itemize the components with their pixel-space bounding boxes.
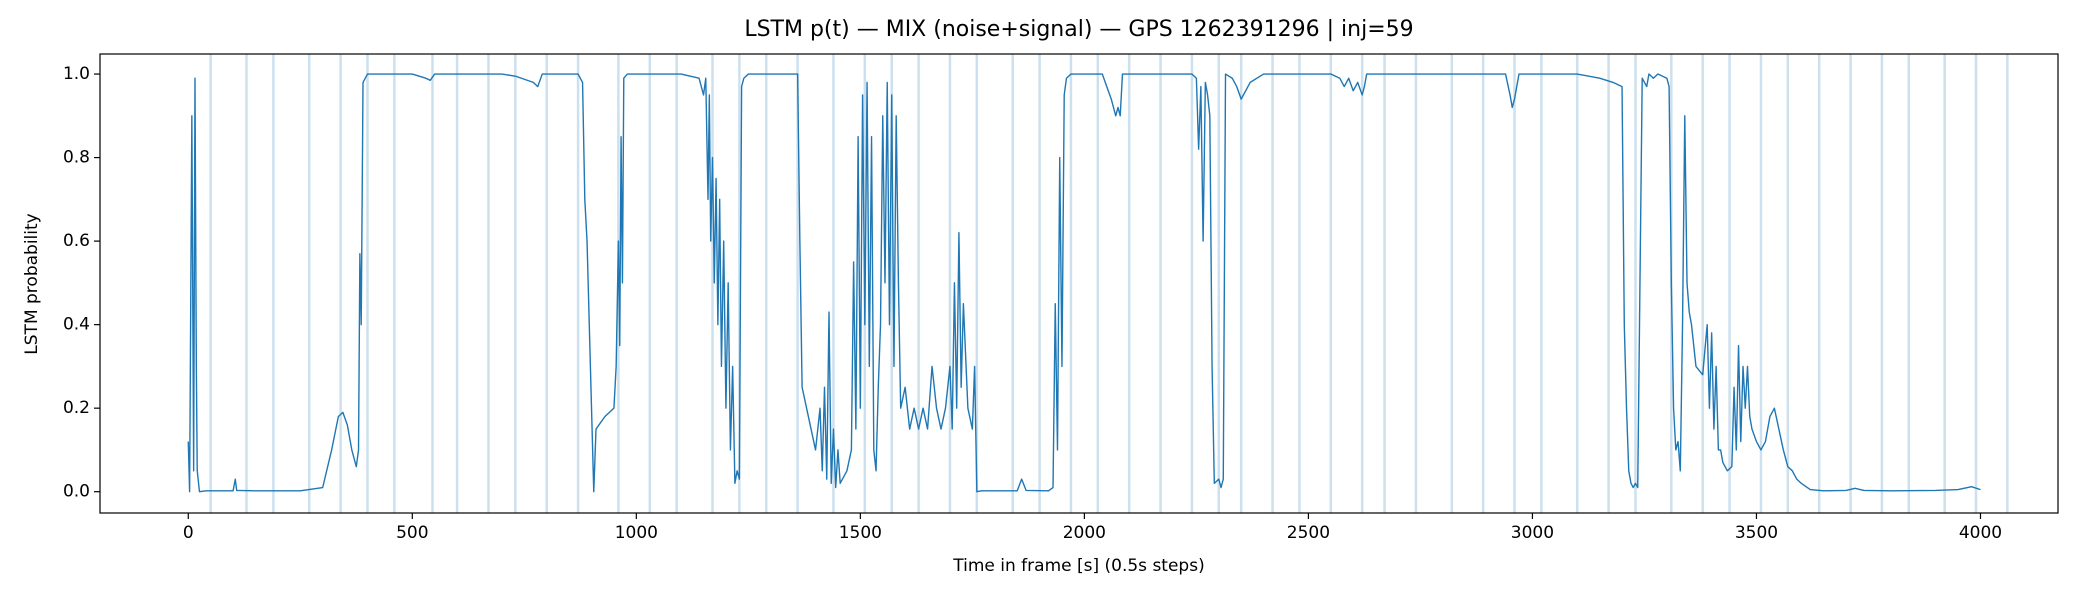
y-tick-label: 1.0: [63, 64, 90, 84]
x-tick-label: 1500: [839, 523, 882, 543]
x-tick-label: 2000: [1063, 523, 1106, 543]
y-axis-label: LSTM probability: [22, 213, 42, 354]
x-tick-label: 1000: [615, 523, 658, 543]
y-tick-label: 0.4: [63, 315, 90, 335]
y-tick-label: 0.0: [63, 482, 90, 502]
x-tick-label: 500: [396, 523, 428, 543]
chart-title: LSTM p(t) — MIX (noise+signal) — GPS 126…: [744, 17, 1413, 42]
plot-frame: [99, 53, 2059, 514]
x-axis-label: Time in frame [s] (0.5s steps): [952, 556, 1204, 576]
y-tick-label: 0.8: [63, 148, 90, 168]
x-tick-label: 2500: [1287, 523, 1330, 543]
x-tick-label: 0: [183, 523, 194, 543]
x-tick-label: 3000: [1511, 523, 1554, 543]
x-tick-label: 4000: [1959, 523, 2002, 543]
x-tick-label: 3500: [1735, 523, 1778, 543]
y-tick-label: 0.6: [63, 231, 90, 251]
y-tick-label: 0.2: [63, 398, 90, 418]
probability-line: [187, 73, 1981, 493]
